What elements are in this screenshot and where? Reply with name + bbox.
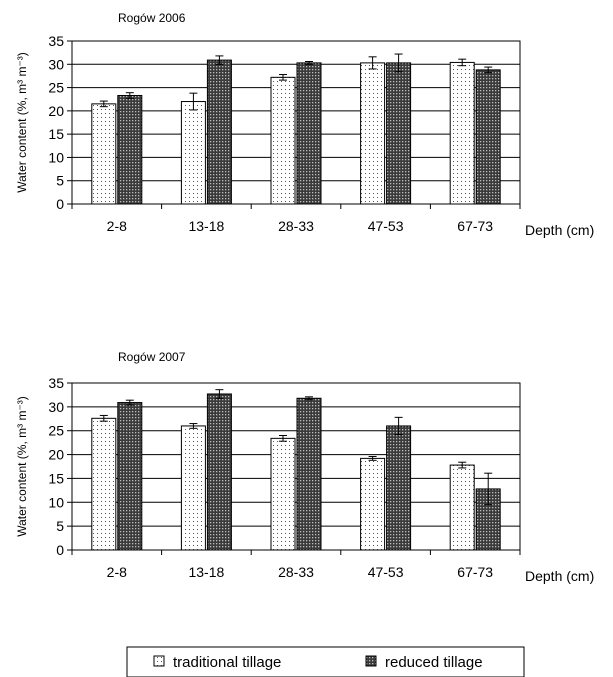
bar-reduced	[296, 62, 322, 205]
bar-traditional	[449, 464, 475, 551]
y-tick-label: 5	[56, 518, 64, 534]
bar-traditional	[180, 425, 206, 551]
y-tick-label: 30	[48, 56, 64, 72]
y-tick-label: 35	[48, 375, 64, 391]
y-tick-label: 30	[48, 399, 64, 415]
plot-area	[71, 40, 521, 205]
plot-area	[71, 382, 521, 551]
x-tick-label: 67-73	[457, 564, 493, 580]
y-axis-label: Water content (%, m³ m⁻³)	[15, 52, 29, 193]
chart-title: Rogów 2007	[118, 350, 186, 364]
y-tick-label: 10	[48, 494, 64, 510]
y-tick-label: 25	[48, 80, 64, 96]
x-tick-label: 13-18	[188, 218, 224, 234]
bar-traditional	[360, 62, 386, 205]
legend-swatch-traditional	[153, 655, 165, 667]
bar-reduced	[386, 425, 412, 551]
x-tick-label: 47-53	[368, 564, 404, 580]
bar-traditional	[449, 61, 475, 205]
x-tick-label: 2-8	[107, 218, 127, 234]
x-tick-label: 28-33	[278, 218, 314, 234]
bar-traditional	[180, 101, 206, 205]
y-axis-label: Water content (%, m³ m⁻³)	[15, 396, 29, 537]
bar-traditional	[91, 103, 117, 205]
y-tick-label: 15	[48, 470, 64, 486]
x-axis-label: Depth (cm)	[525, 568, 594, 584]
legend-label-traditional: traditional tillage	[173, 654, 281, 671]
bar-traditional	[270, 437, 296, 551]
bar-traditional	[360, 457, 386, 551]
bar-reduced	[475, 69, 501, 205]
legend-label-reduced: reduced tillage	[385, 654, 483, 671]
bar-traditional	[91, 417, 117, 551]
y-tick-label: 20	[48, 447, 64, 463]
x-axis-label: Depth (cm)	[525, 222, 594, 238]
y-tick-label: 20	[48, 103, 64, 119]
bar-reduced	[475, 488, 501, 551]
x-tick-label: 28-33	[278, 564, 314, 580]
bar-reduced	[386, 62, 412, 205]
bar-reduced	[206, 393, 232, 551]
x-tick-label: 2-8	[107, 564, 127, 580]
y-tick-label: 0	[56, 542, 64, 558]
y-tick-label: 25	[48, 423, 64, 439]
x-tick-label: 47-53	[368, 218, 404, 234]
x-tick-label: 67-73	[457, 218, 493, 234]
legend: traditional tillage reduced tillage	[126, 646, 525, 677]
y-tick-label: 15	[48, 126, 64, 142]
bar-reduced	[296, 397, 322, 551]
bar-reduced	[206, 59, 232, 205]
legend-swatch-reduced	[365, 655, 377, 667]
bar-reduced	[117, 94, 143, 205]
chart-title: Rogów 2006	[118, 11, 186, 25]
bar-reduced	[117, 402, 143, 551]
y-tick-label: 35	[48, 33, 64, 49]
x-tick-label: 13-18	[188, 564, 224, 580]
y-tick-label: 10	[48, 149, 64, 165]
y-tick-label: 0	[56, 196, 64, 212]
y-tick-label: 5	[56, 173, 64, 189]
chart-rogow-2007: Rogów 2007 0 5 10 15 20 25 30 35 Water content (%…	[15, 350, 594, 584]
bar-traditional	[270, 76, 296, 205]
legend-box	[126, 646, 525, 677]
chart-rogow-2006: Rogów 2006 0 5 10 15 20 25 30 35 Water content (%…	[15, 11, 594, 238]
